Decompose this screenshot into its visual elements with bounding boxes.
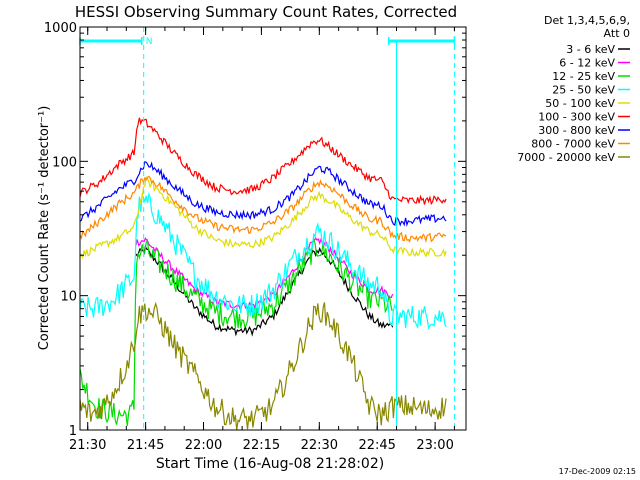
series-line-5 [79, 117, 447, 206]
series-line-3 [79, 191, 447, 330]
chart-title: HESSI Observing Summary Count Rates, Cor… [75, 3, 457, 21]
x-axis-label: Start Time (16-Aug-08 21:28:02) [156, 456, 384, 472]
legend-entry-label: 100 - 300 keV [538, 111, 615, 124]
plot-frame [79, 26, 467, 431]
legend-title-line: Att 0 [604, 27, 630, 40]
x-tick-label: 21:30 [69, 438, 106, 453]
series-line-1 [135, 236, 394, 311]
series-line-4 [79, 176, 447, 260]
legend-entry-label: 3 - 6 keV [566, 43, 615, 56]
x-tick-label: 22:45 [358, 438, 395, 453]
x-tick-label: 22:30 [301, 438, 338, 453]
legend-entry-label: 12 - 25 keV [552, 70, 615, 83]
x-tick-label: 23:00 [416, 438, 453, 453]
x-tick-label: 21:45 [127, 438, 164, 453]
legend-entry-label: 800 - 7000 keV [531, 138, 615, 151]
legend-entry-label: 50 - 100 keV [545, 97, 615, 110]
series-line-2 [79, 237, 393, 427]
footer-timestamp: 17-Dec-2009 02:15 [559, 467, 636, 476]
y-tick-label: 1 [69, 424, 77, 439]
y-axis-label: Corrected Count Rate (s⁻¹ detector⁻¹) [37, 106, 52, 351]
y-tick-label: 100 [52, 155, 77, 170]
legend-entry-label: 6 - 12 keV [559, 57, 615, 70]
y-tick-label: 10 [60, 290, 77, 305]
legend-entry-label: 7000 - 20000 keV [517, 151, 615, 164]
series-line-6 [79, 161, 447, 227]
legend-entry-label: 300 - 800 keV [538, 124, 615, 137]
legend-title-line: Det 1,3,4,5,6,9, [544, 14, 630, 27]
series-line-7 [79, 175, 447, 244]
axes-group: 1 10 100 1000 21:30 21:45 22:00 22:15 22:30 22:45… [44, 21, 467, 453]
series-line-8 [79, 301, 447, 431]
legend-entry-label: 25 - 50 keV [552, 84, 615, 97]
x-tick-label: 22:00 [185, 438, 222, 453]
top-bar-label: N [146, 37, 153, 47]
series-group [79, 117, 447, 431]
y-tick-label: 1000 [44, 21, 77, 36]
x-tick-label: 22:15 [243, 438, 280, 453]
